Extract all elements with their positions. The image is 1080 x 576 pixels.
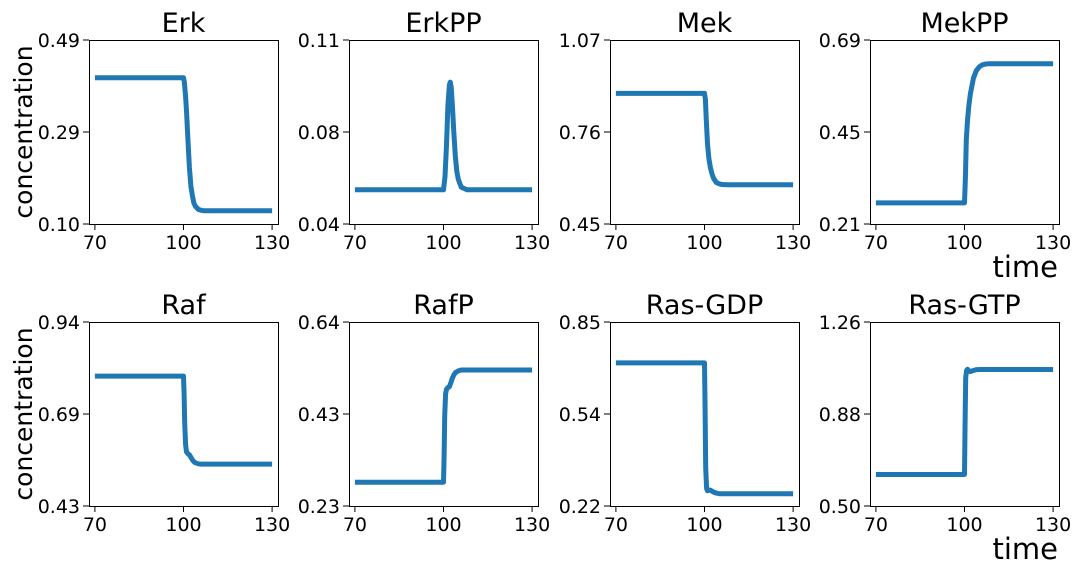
y-tick-label: 0.50 [819, 496, 861, 518]
y-tick-label: 0.10 [38, 214, 80, 236]
y-tick-label: 0.94 [38, 312, 80, 334]
x-tick-label: 130 [254, 232, 290, 254]
y-tick-label: 0.08 [298, 122, 340, 144]
y-tick-label: 0.88 [819, 404, 861, 426]
y-tick-label: 0.21 [819, 214, 861, 236]
y-tick-label: 0.11 [298, 30, 340, 52]
subplot-ras-gtp: Ras-GTP 0.50 0.88 1.26 70 100 130 [819, 290, 1072, 536]
y-tick-label: 0.85 [559, 312, 601, 334]
x-axis-label-top-row: time [992, 250, 1058, 284]
series-line-erkpp [354, 79, 533, 193]
x-tick-label: 100 [165, 232, 201, 254]
x-tick-label: 70 [864, 232, 888, 254]
x-tick-label: 70 [604, 514, 628, 536]
x-tick-label: 70 [83, 232, 107, 254]
subplot-raf: Raf 0.43 0.69 0.94 70 100 130 concentration [9, 290, 290, 536]
series-line-mek [615, 90, 794, 188]
subplot-grid: Erk 0.10 0.29 0.49 70 100 130 concentration ErkP… [9, 8, 1071, 536]
subplot-ras-gdp: Ras-GDP 0.22 0.54 0.85 70 100 130 [559, 290, 812, 536]
y-tick-label: 0.54 [559, 404, 601, 426]
x-tick-label: 100 [686, 232, 722, 254]
y-tick-label: 0.49 [38, 30, 80, 52]
x-tick-label: 130 [775, 514, 811, 536]
y-tick-label: 0.45 [819, 122, 861, 144]
y-tick-label: 1.07 [559, 30, 601, 52]
x-tick-label: 100 [946, 514, 982, 536]
x-tick-label: 70 [864, 514, 888, 536]
subplot-title: ErkPP [405, 8, 481, 39]
x-tick-label: 130 [1035, 232, 1071, 254]
y-axis-label: concentration [9, 327, 38, 500]
y-tick-label: 0.23 [298, 496, 340, 518]
y-tick-label: 0.43 [38, 496, 80, 518]
series-line-rafp [354, 367, 533, 485]
plot-frame [349, 40, 539, 225]
subplot-rafp: RafP 0.23 0.43 0.64 70 100 130 [298, 290, 551, 536]
x-tick-label: 70 [604, 232, 628, 254]
y-tick-label: 0.04 [298, 214, 340, 236]
subplot-title: Mek [677, 8, 733, 39]
subplot-title: Ras-GDP [646, 290, 764, 321]
y-tick-label: 0.29 [38, 122, 80, 144]
y-tick-label: 0.45 [559, 214, 601, 236]
series-line-erk [94, 75, 273, 214]
x-tick-label: 70 [83, 514, 107, 536]
subplot-title: Raf [161, 290, 207, 321]
subplot-title: RafP [413, 290, 474, 321]
x-tick-label: 100 [425, 514, 461, 536]
y-tick-label: 1.26 [819, 312, 861, 334]
x-tick-label: 130 [254, 514, 290, 536]
series-line-mekpp [875, 61, 1054, 206]
series-line-raf [94, 373, 273, 467]
y-tick-label: 0.43 [298, 404, 340, 426]
x-tick-label: 130 [1035, 514, 1071, 536]
y-tick-label: 0.69 [819, 30, 861, 52]
y-tick-label: 0.76 [559, 122, 601, 144]
subplot-mekpp: MekPP 0.21 0.45 0.69 70 100 130 [819, 8, 1072, 254]
plot-frame [89, 40, 279, 225]
subplot-erk: Erk 0.10 0.29 0.49 70 100 130 concentration [9, 8, 290, 254]
subplot-title: Erk [162, 8, 206, 39]
y-tick-label: 0.64 [298, 312, 340, 334]
series-line-ras-gtp [875, 366, 1054, 477]
x-tick-label: 130 [775, 232, 811, 254]
x-tick-label: 100 [165, 514, 201, 536]
x-tick-label: 70 [343, 514, 367, 536]
y-tick-label: 0.69 [38, 404, 80, 426]
subplot-mek: Mek 0.45 0.76 1.07 70 100 130 [559, 8, 812, 254]
subplot-erkpp: ErkPP 0.04 0.08 0.11 70 100 130 [298, 8, 551, 254]
series-line-ras-gdp [615, 360, 794, 497]
x-tick-label: 130 [514, 514, 550, 536]
x-tick-label: 100 [946, 232, 982, 254]
x-axis-label-bottom-row: time [992, 532, 1058, 566]
subplot-title: Ras-GTP [908, 290, 1020, 321]
x-tick-label: 130 [514, 232, 550, 254]
x-tick-label: 100 [425, 232, 461, 254]
subplot-title: MekPP [920, 8, 1008, 39]
x-tick-label: 100 [686, 514, 722, 536]
y-tick-label: 0.22 [559, 496, 601, 518]
x-tick-label: 70 [343, 232, 367, 254]
y-axis-label: concentration [9, 45, 38, 218]
